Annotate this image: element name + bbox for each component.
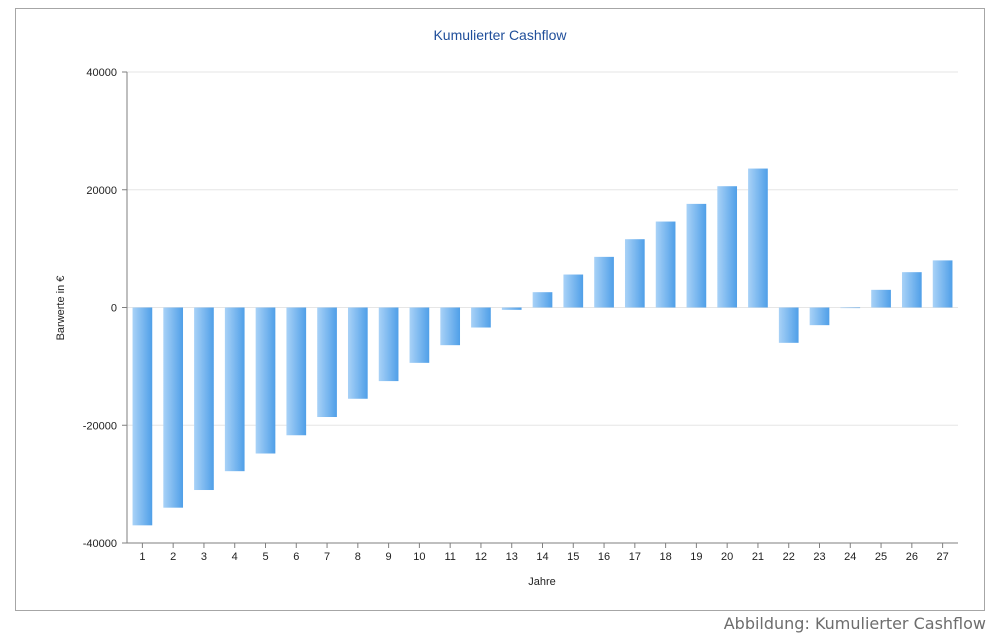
x-tick-label: 23: [813, 551, 825, 563]
bar: [224, 307, 245, 472]
x-tick-label: 2: [170, 551, 176, 563]
bar: [132, 307, 153, 526]
x-tick-label: 16: [598, 551, 610, 563]
y-tick-labels: 40000 20000 0 -20000 -40000: [83, 67, 117, 550]
x-tick-label: 27: [936, 551, 948, 563]
bar: [809, 307, 830, 326]
bar: [655, 221, 676, 308]
x-tick-label: 19: [690, 551, 702, 563]
y-tick-label: 0: [111, 303, 117, 315]
y-axis-label: Barwerte in €: [55, 276, 67, 341]
bar: [840, 307, 861, 309]
x-tick-label: 1: [139, 551, 145, 563]
x-tick-label: 22: [783, 551, 795, 563]
figure-caption: Abbildung: Kumulierter Cashflow: [723, 614, 986, 633]
x-tick-label: 15: [567, 551, 579, 563]
x-tick-labels: 1 2 3 4 5 6 7 8 9 10 11 12 13 14 15 16 17 18 19 20 21 22 23 24 2…: [139, 551, 948, 563]
bars-group: [132, 168, 953, 526]
x-tick-label: 18: [659, 551, 671, 563]
x-tick-label: 8: [355, 551, 361, 563]
x-tick-label: 6: [293, 551, 299, 563]
x-tick-label: 24: [844, 551, 856, 563]
bar: [501, 307, 522, 310]
x-tick-label: 3: [201, 551, 207, 563]
x-tick-label: 4: [232, 551, 238, 563]
x-tick-label: 26: [906, 551, 918, 563]
y-tick-label: -40000: [83, 538, 117, 550]
bar: [378, 307, 399, 382]
bar: [594, 256, 614, 308]
bar: [748, 168, 768, 308]
bar: [347, 307, 368, 399]
bar: [871, 289, 891, 308]
bar: [286, 307, 307, 436]
chart-title: Kumulierter Cashflow: [433, 27, 567, 43]
x-tick-label: 17: [629, 551, 641, 563]
bar: [255, 307, 276, 454]
axes-group: [122, 71, 958, 548]
x-tick-label: 5: [262, 551, 268, 563]
x-tick-label: 12: [475, 551, 487, 563]
x-axis-label: Jahre: [528, 576, 556, 588]
bar: [409, 307, 430, 363]
bar: [471, 307, 491, 328]
bar: [194, 307, 214, 491]
bar: [932, 260, 953, 308]
y-tick-label: 40000: [86, 67, 117, 79]
bar: [624, 239, 645, 308]
bar: [686, 203, 707, 308]
y-tick-label: 20000: [86, 185, 117, 197]
bar: [901, 272, 922, 308]
x-tick-label: 25: [875, 551, 887, 563]
x-tick-label: 13: [506, 551, 518, 563]
y-tick-label: -20000: [83, 420, 117, 432]
bar: [532, 292, 553, 308]
x-tick-label: 10: [413, 551, 425, 563]
x-tick-label: 9: [386, 551, 392, 563]
bar: [563, 274, 584, 308]
x-tick-label: 11: [444, 551, 455, 563]
x-tick-label: 21: [752, 551, 764, 563]
x-tick-label: 20: [721, 551, 733, 563]
bar: [440, 307, 461, 346]
bar: [317, 307, 337, 418]
x-tick-label: 7: [324, 551, 330, 563]
bar: [778, 307, 799, 343]
x-tick-label: 14: [536, 551, 548, 563]
bar: [717, 186, 738, 308]
bar: [163, 307, 184, 508]
